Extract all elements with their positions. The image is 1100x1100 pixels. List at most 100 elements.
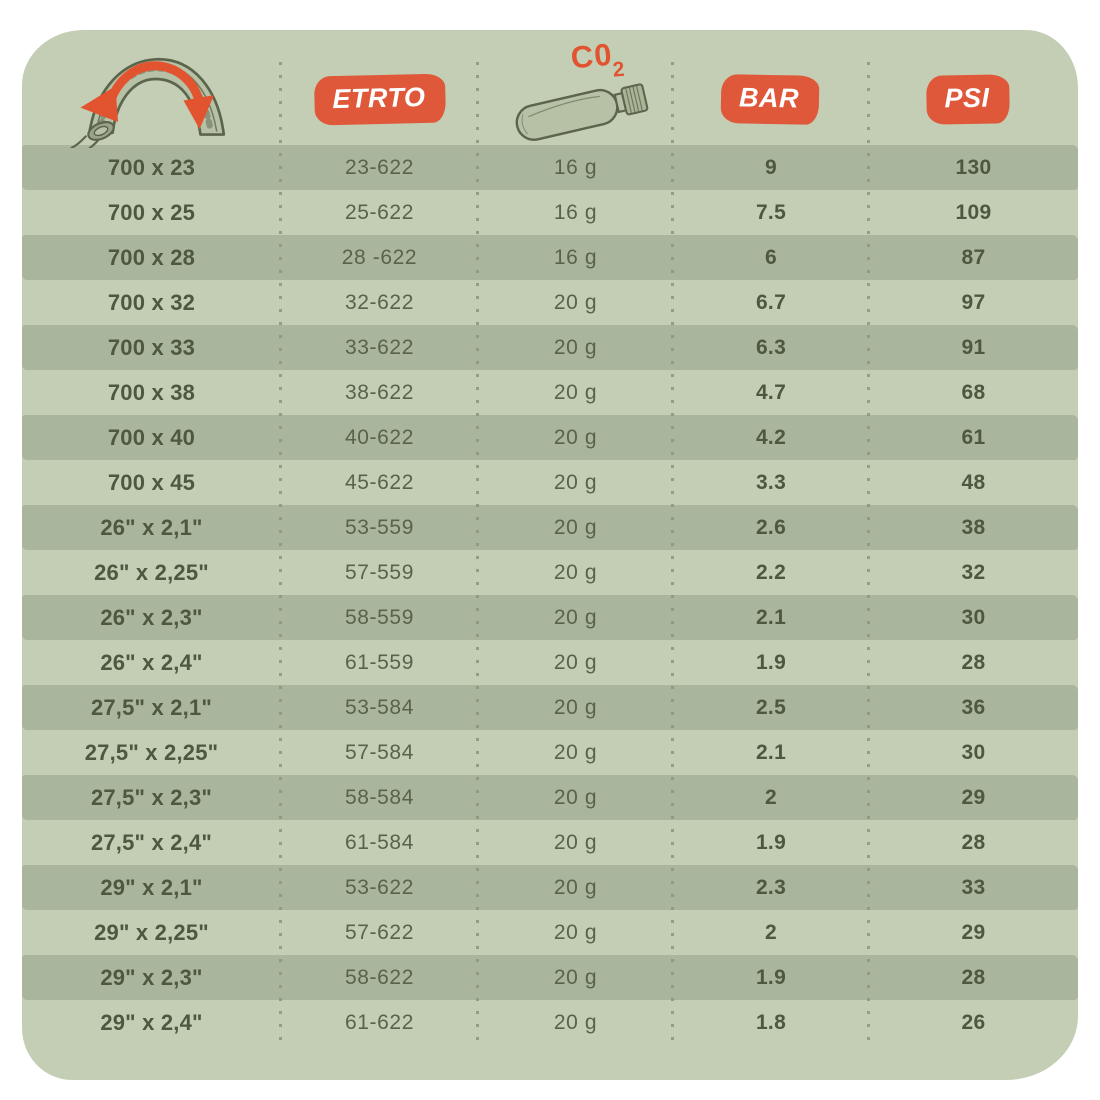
table-row: 29" x 2,3" 58-622 20 g 1.9 28	[22, 955, 1078, 1000]
cell-psi: 30	[961, 606, 986, 629]
cell-tire-size: 700 x 40	[107, 425, 196, 450]
cell-bar: 2.1	[755, 606, 787, 629]
cell-bar: 2.1	[755, 741, 787, 764]
cell-bar: 2.3	[755, 876, 787, 899]
cell-bar: 6	[765, 246, 777, 269]
cell-bar: 1.9	[755, 831, 787, 854]
cell-co2: 20 g	[553, 516, 598, 539]
cell-tire-size: 700 x 25	[107, 200, 196, 225]
cell-bar: 3.3	[755, 471, 787, 494]
table-row: 700 x 40 40-622 20 g 4.2 61	[22, 415, 1078, 460]
cell-tire-size: 27,5" x 2,4"	[90, 830, 213, 855]
cell-co2: 20 g	[553, 696, 598, 719]
table-row: 27,5" x 2,4" 61-584 20 g 1.9 28	[22, 820, 1078, 865]
cell-co2: 20 g	[553, 651, 598, 674]
cell-psi: 30	[961, 741, 986, 764]
cell-tire-size: 700 x 45	[107, 470, 196, 495]
cell-etrto: 61-584	[345, 831, 414, 854]
cell-psi: 109	[955, 201, 992, 224]
cell-etrto: 53-584	[345, 696, 414, 719]
cell-tire-size: 700 x 38	[107, 380, 196, 405]
cell-etrto: 25-622	[345, 201, 414, 224]
table-row: 27,5" x 2,3" 58-584 20 g 2 29	[22, 775, 1078, 820]
cell-psi: 29	[961, 786, 986, 809]
column-divider	[867, 62, 870, 1048]
cell-bar: 6.3	[755, 336, 787, 359]
cell-tire-size: 26" x 2,1"	[100, 515, 203, 540]
cell-etrto: 53-622	[345, 876, 414, 899]
cell-etrto: 45-622	[345, 471, 414, 494]
cell-bar: 9	[765, 156, 777, 179]
table-row: 700 x 28 28 -622 16 g 6 87	[22, 235, 1078, 280]
cell-etrto: 28 -622	[341, 246, 418, 269]
cell-etrto: 32-622	[345, 291, 414, 314]
cell-bar: 7.5	[755, 201, 787, 224]
cell-co2: 20 g	[553, 561, 598, 584]
column-divider	[279, 62, 282, 1048]
cell-psi: 28	[961, 966, 986, 989]
cell-etrto: 57-559	[345, 561, 414, 584]
cell-bar: 2	[765, 921, 777, 944]
cell-etrto: 58-622	[345, 966, 414, 989]
bar-header-badge: BAR	[720, 74, 820, 125]
table-row: 26" x 2,25" 57-559 20 g 2.2 32	[22, 550, 1078, 595]
table-row: 26" x 2,1" 53-559 20 g 2.6 38	[22, 505, 1078, 550]
cell-psi: 61	[961, 426, 986, 449]
cell-tire-size: 700 x 23	[107, 155, 196, 180]
psi-header-cell: PSI	[926, 74, 1010, 125]
table-row: 700 x 32 32-622 20 g 6.7 97	[22, 280, 1078, 325]
cell-tire-size: 27,5" x 2,1"	[90, 695, 213, 720]
tire-icon	[70, 57, 226, 151]
table-row: 27,5" x 2,25" 57-584 20 g 2.1 30	[22, 730, 1078, 775]
cell-tire-size: 26" x 2,3"	[100, 605, 203, 630]
cell-psi: 68	[961, 381, 986, 404]
cell-co2: 20 g	[553, 606, 598, 629]
cell-bar: 6.7	[755, 291, 787, 314]
co2-cartridge-icon	[515, 83, 649, 141]
cell-bar: 1.8	[755, 1011, 787, 1034]
cell-co2: 20 g	[553, 876, 598, 899]
cell-tire-size: 27,5" x 2,3"	[90, 785, 213, 810]
cell-psi: 87	[961, 246, 986, 269]
cell-co2: 20 g	[553, 381, 598, 404]
cell-psi: 33	[961, 876, 986, 899]
table-row: 700 x 25 25-622 16 g 7.5 109	[22, 190, 1078, 235]
tire-header-cell	[58, 36, 248, 153]
table-row: 29" x 2,25" 57-622 20 g 2 29	[22, 910, 1078, 955]
co2-header-cell	[504, 68, 662, 151]
cell-tire-size: 29" x 2,4"	[100, 1010, 203, 1035]
cell-bar: 4.2	[755, 426, 787, 449]
cell-psi: 38	[961, 516, 986, 539]
cell-etrto: 58-584	[345, 786, 414, 809]
cell-psi: 28	[961, 651, 986, 674]
etrto-header-badge: ETRTO	[313, 73, 447, 126]
cell-co2: 20 g	[553, 741, 598, 764]
cell-co2: 20 g	[553, 426, 598, 449]
cell-psi: 26	[961, 1011, 986, 1034]
cell-bar: 2.5	[755, 696, 787, 719]
cell-co2: 20 g	[553, 921, 598, 944]
psi-header-badge: PSI	[926, 74, 1010, 125]
rotation-arrow-icon	[80, 61, 214, 130]
cell-tire-size: 26" x 2,4"	[100, 650, 203, 675]
cell-co2: 20 g	[553, 471, 598, 494]
cell-tire-size: 29" x 2,1"	[100, 875, 203, 900]
table-row: 29" x 2,1" 53-622 20 g 2.3 33	[22, 865, 1078, 910]
cell-psi: 91	[961, 336, 986, 359]
cell-psi: 130	[955, 156, 992, 179]
column-divider	[671, 62, 674, 1048]
cell-tire-size: 26" x 2,25"	[94, 560, 209, 585]
cell-etrto: 38-622	[345, 381, 414, 404]
cell-psi: 97	[961, 291, 986, 314]
table-row: 700 x 45 45-622 20 g 3.3 48	[22, 460, 1078, 505]
cell-etrto: 33-622	[345, 336, 414, 359]
cell-etrto: 40-622	[345, 426, 414, 449]
cell-bar: 1.9	[755, 966, 787, 989]
cell-co2: 16 g	[553, 201, 598, 224]
cell-co2: 20 g	[553, 291, 598, 314]
cell-etrto: 53-559	[345, 516, 414, 539]
cell-psi: 48	[961, 471, 986, 494]
table-row: 26" x 2,3" 58-559 20 g 2.1 30	[22, 595, 1078, 640]
table-header: ETRTO C02	[22, 30, 1078, 151]
